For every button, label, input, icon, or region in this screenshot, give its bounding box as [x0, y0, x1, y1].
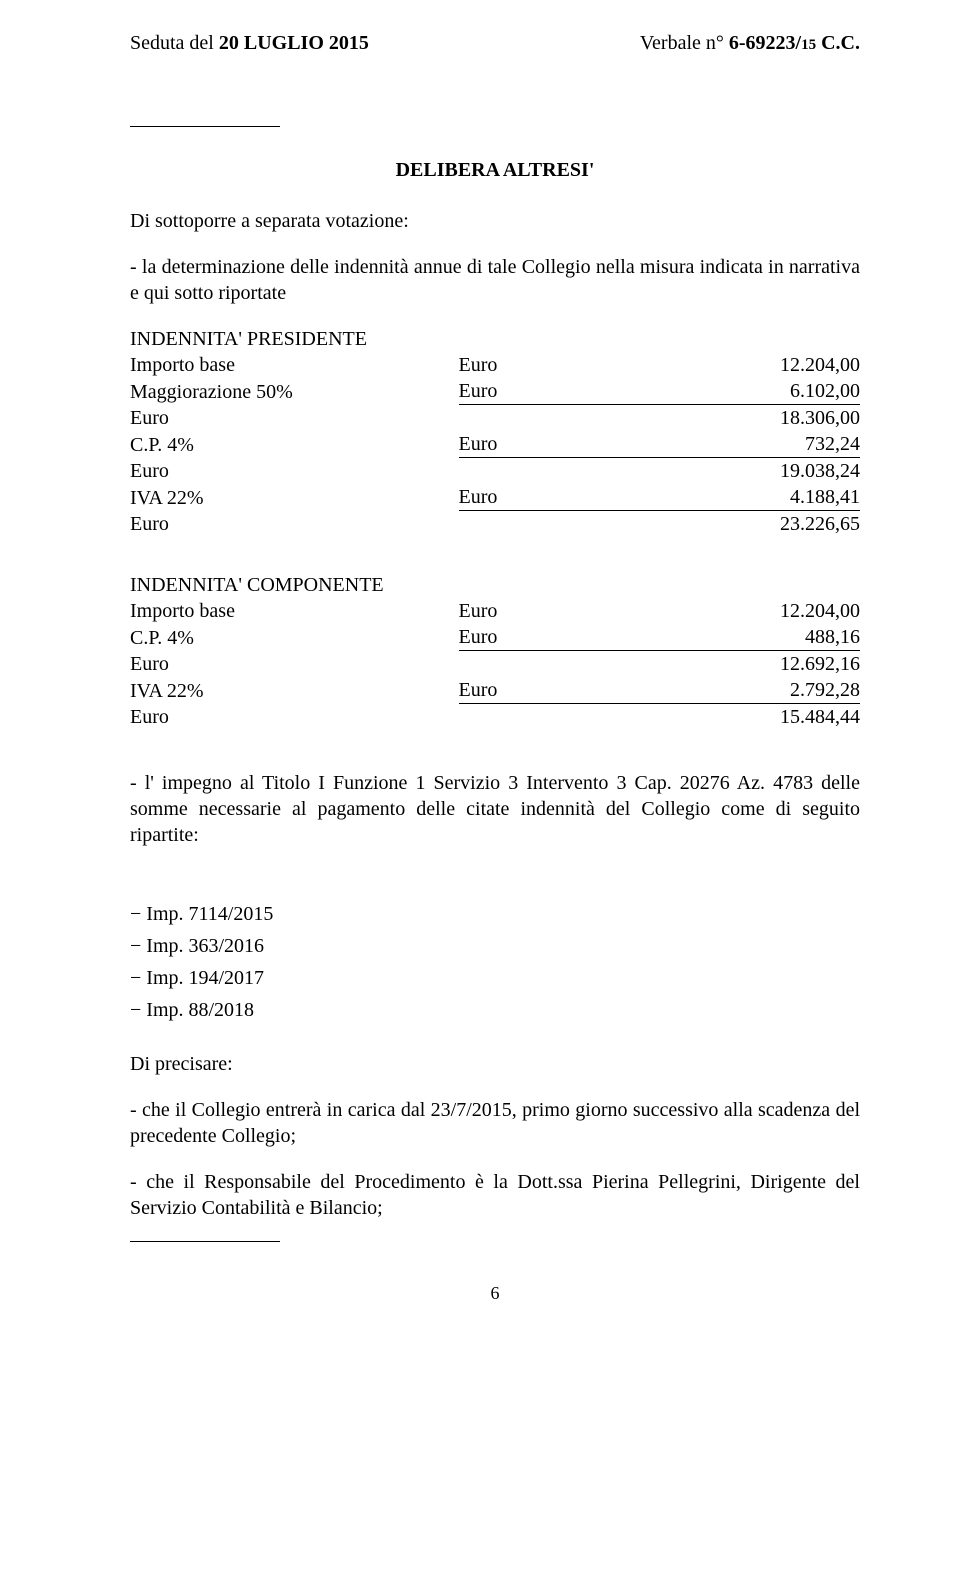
calc-currency: Euro [459, 378, 605, 405]
document-header: Seduta del 20 LUGLIO 2015 Verbale n° 6-6… [130, 30, 860, 56]
separator-line-bottom [130, 1241, 280, 1242]
table-row: Importo baseEuro12.204,00 [130, 352, 860, 378]
p-collegio: - che il Collegio entrerà in carica dal … [130, 1097, 860, 1149]
calc-value: 18.306,00 [605, 405, 861, 432]
calc-label: Euro [130, 405, 459, 432]
p-sottoporre: Di sottoporre a separata votazione: [130, 208, 860, 234]
list-item: Imp. 194/2017 [130, 962, 860, 994]
table-row: IVA 22%Euro2.792,28 [130, 677, 860, 704]
calc-label: Maggiorazione 50% [130, 378, 459, 405]
calc-label: C.P. 4% [130, 624, 459, 651]
list-item: Imp. 363/2016 [130, 930, 860, 962]
calc-value: 19.038,24 [605, 458, 861, 485]
calc-currency: Euro [459, 484, 605, 511]
calc-currency [459, 405, 605, 432]
table-row: Euro 18.306,00 [130, 405, 860, 432]
list-item: Imp. 7114/2015 [130, 898, 860, 930]
calc-value: 12.204,00 [605, 352, 861, 378]
table-row: Euro 15.484,44 [130, 704, 860, 731]
presidente-title: INDENNITA' PRESIDENTE [130, 326, 860, 352]
list-item: Imp. 88/2018 [130, 994, 860, 1026]
calc-value: 732,24 [605, 431, 861, 458]
calc-value: 23.226,65 [605, 511, 861, 538]
delibera-title: DELIBERA ALTRESI' [130, 157, 860, 183]
table-row: Euro 23.226,65 [130, 511, 860, 538]
header-verbale: Verbale n° 6-69223/15 C.C. [640, 30, 860, 56]
table-row: Maggiorazione 50%Euro6.102,00 [130, 378, 860, 405]
calc-value: 6.102,00 [605, 378, 861, 405]
page-number: 6 [130, 1282, 860, 1305]
calc-label: Importo base [130, 352, 459, 378]
header-left-date: 20 LUGLIO 2015 [219, 32, 369, 54]
calc-label: Importo base [130, 598, 459, 624]
calc-value: 488,16 [605, 624, 861, 651]
calc-value: 2.792,28 [605, 677, 861, 704]
calc-label: IVA 22% [130, 484, 459, 511]
calc-currency: Euro [459, 431, 605, 458]
calc-label: Euro [130, 704, 459, 731]
calc-currency [459, 651, 605, 678]
table-row: IVA 22%Euro4.188,41 [130, 484, 860, 511]
separator-line [130, 126, 280, 127]
header-left-pre: Seduta del [130, 32, 219, 54]
header-right-num: 6-69223/ [729, 32, 801, 54]
table-row: C.P. 4%Euro488,16 [130, 624, 860, 651]
componente-title: INDENNITA' COMPONENTE [130, 572, 860, 598]
calc-currency: Euro [459, 624, 605, 651]
calc-label: Euro [130, 651, 459, 678]
componente-table: Importo baseEuro12.204,00C.P. 4%Euro488,… [130, 598, 860, 730]
calc-label: C.P. 4% [130, 431, 459, 458]
p-precisare: Di precisare: [130, 1051, 860, 1077]
calc-value: 12.204,00 [605, 598, 861, 624]
table-row: C.P. 4%Euro732,24 [130, 431, 860, 458]
header-right-year: 15 [801, 37, 816, 53]
calc-currency [459, 704, 605, 731]
calc-label: Euro [130, 458, 459, 485]
p-responsabile: - che il Responsabile del Procedimento è… [130, 1169, 860, 1221]
header-seduta: Seduta del 20 LUGLIO 2015 [130, 30, 369, 56]
calc-value: 12.692,16 [605, 651, 861, 678]
calc-value: 15.484,44 [605, 704, 861, 731]
calc-label: Euro [130, 511, 459, 538]
p-determinazione: - la determinazione delle indennità annu… [130, 254, 860, 306]
calc-value: 4.188,41 [605, 484, 861, 511]
calc-currency: Euro [459, 352, 605, 378]
calc-currency [459, 458, 605, 485]
header-right-tail: C.C. [816, 32, 860, 54]
calc-currency: Euro [459, 677, 605, 704]
imp-list: Imp. 7114/2015Imp. 363/2016Imp. 194/2017… [130, 898, 860, 1026]
table-row: Euro 19.038,24 [130, 458, 860, 485]
presidente-table: Importo baseEuro12.204,00Maggiorazione 5… [130, 352, 860, 537]
header-right-pre: Verbale n° [640, 32, 729, 54]
p-impegno: - l' impegno al Titolo I Funzione 1 Serv… [130, 770, 860, 848]
calc-label: IVA 22% [130, 677, 459, 704]
calc-currency [459, 511, 605, 538]
table-row: Importo baseEuro12.204,00 [130, 598, 860, 624]
table-row: Euro 12.692,16 [130, 651, 860, 678]
calc-currency: Euro [459, 598, 605, 624]
